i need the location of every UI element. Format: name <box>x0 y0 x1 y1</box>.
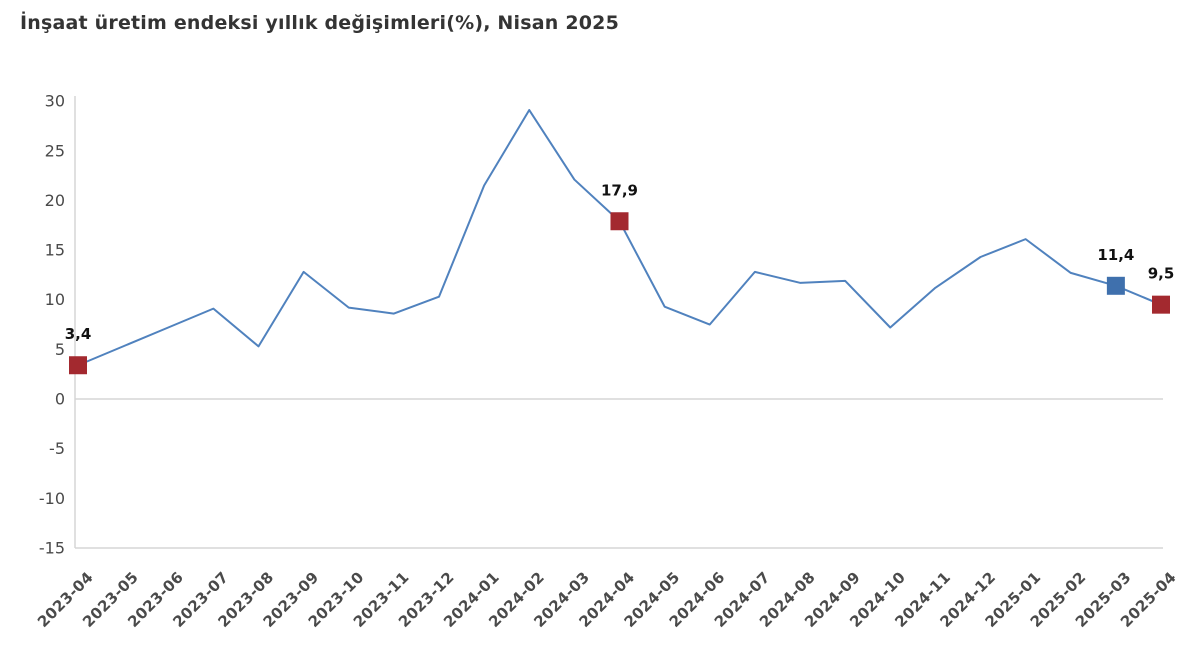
y-tick-label: 25 <box>45 141 65 160</box>
trend-line <box>77 109 1162 367</box>
highlight-marker <box>1152 295 1170 314</box>
y-tick-label: -10 <box>39 489 65 508</box>
y-tick-label: 5 <box>55 340 65 359</box>
point-value-label: 3,4 <box>65 325 92 343</box>
point-value-label: 11,4 <box>1097 246 1134 264</box>
point-value-label: 17,9 <box>601 181 638 199</box>
chart-title: İnşaat üretim endeksi yıllık değişimleri… <box>20 12 619 34</box>
highlight-marker <box>610 212 629 231</box>
y-tick-label: 20 <box>45 191 65 210</box>
y-tick-label: -15 <box>39 538 65 557</box>
point-value-label: 9,5 <box>1148 265 1175 283</box>
highlight-marker <box>69 356 87 375</box>
highlight-marker <box>1106 276 1125 295</box>
y-tick-label: 0 <box>55 390 65 409</box>
y-tick-label: 15 <box>45 241 65 260</box>
y-tick-label: 30 <box>45 92 65 111</box>
y-tick-label: -5 <box>49 439 65 458</box>
y-tick-label: 10 <box>45 290 65 309</box>
